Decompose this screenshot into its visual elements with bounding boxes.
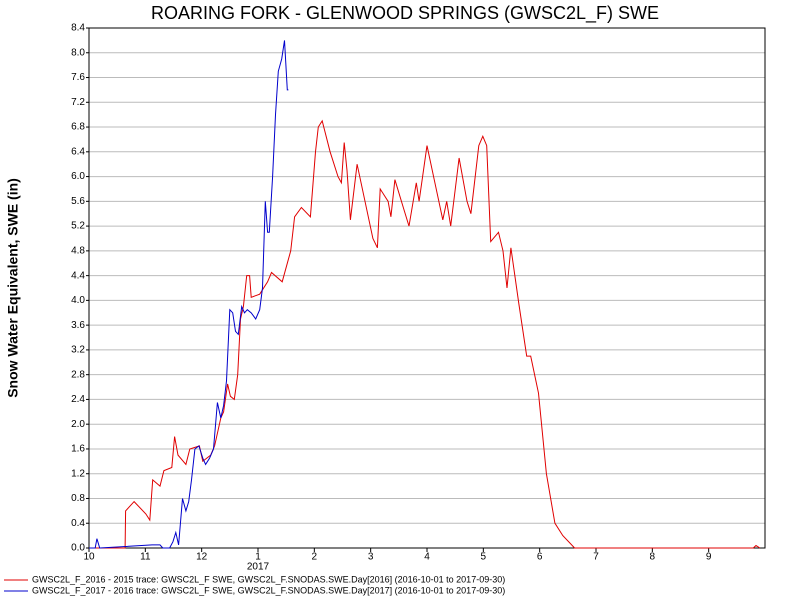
x-tick-label: 3 xyxy=(368,552,374,563)
y-tick-label: 7.6 xyxy=(71,72,85,83)
y-tick-label: 3.2 xyxy=(71,345,85,356)
y-tick-label: 6.0 xyxy=(71,171,85,182)
x-tick-label: 2 xyxy=(312,552,318,563)
chart-title: ROARING FORK - GLENWOOD SPRINGS (GWSC2L_… xyxy=(151,3,659,24)
y-tick-label: 2.4 xyxy=(71,394,85,405)
y-tick-label: 0.4 xyxy=(71,518,85,529)
x-tick-label: 12 xyxy=(196,552,208,563)
x-tick-label: 4 xyxy=(424,552,430,563)
y-tick-label: 3.6 xyxy=(71,320,85,331)
y-axis-label: Snow Water Equivalent, SWE (in) xyxy=(5,178,21,398)
y-tick-label: 6.4 xyxy=(71,146,85,157)
legend-label: GWSC2L_F_2016 - 2015 trace: GWSC2L_F SWE… xyxy=(32,574,505,584)
series-line xyxy=(89,40,289,549)
x-tick-label: 1 xyxy=(255,552,261,563)
y-tick-label: 7.2 xyxy=(71,97,85,108)
x-tick-label: 6 xyxy=(537,552,543,563)
y-tick-label: 2.0 xyxy=(71,419,85,430)
y-tick-label: 0.0 xyxy=(71,543,85,554)
y-tick-label: 4.8 xyxy=(71,245,85,256)
x-tick-label: 7 xyxy=(593,552,599,563)
x-tick-label: 8 xyxy=(650,552,656,563)
y-tick-label: 5.2 xyxy=(71,221,85,232)
y-tick-label: 8.4 xyxy=(71,23,85,34)
y-tick-label: 2.8 xyxy=(71,369,85,380)
y-tick-label: 0.8 xyxy=(71,493,85,504)
series-line xyxy=(89,119,761,549)
y-tick-label: 4.4 xyxy=(71,270,85,281)
x-tick-label: 11 xyxy=(140,552,151,563)
y-tick-label: 6.8 xyxy=(71,122,85,133)
plot-frame xyxy=(88,27,766,549)
x-tick-label: 10 xyxy=(83,552,95,563)
legend-label: GWSC2L_F_2017 - 2016 trace: GWSC2L_F SWE… xyxy=(32,585,505,595)
y-tick-label: 5.6 xyxy=(71,196,85,207)
x-tick-label: 5 xyxy=(481,552,487,563)
year-label: 2017 xyxy=(247,562,270,573)
x-tick-label: 9 xyxy=(706,552,712,563)
y-tick-label: 4.0 xyxy=(71,295,85,306)
y-tick-label: 1.2 xyxy=(71,468,85,479)
y-tick-label: 1.6 xyxy=(71,444,85,455)
y-tick-label: 8.0 xyxy=(71,47,85,58)
